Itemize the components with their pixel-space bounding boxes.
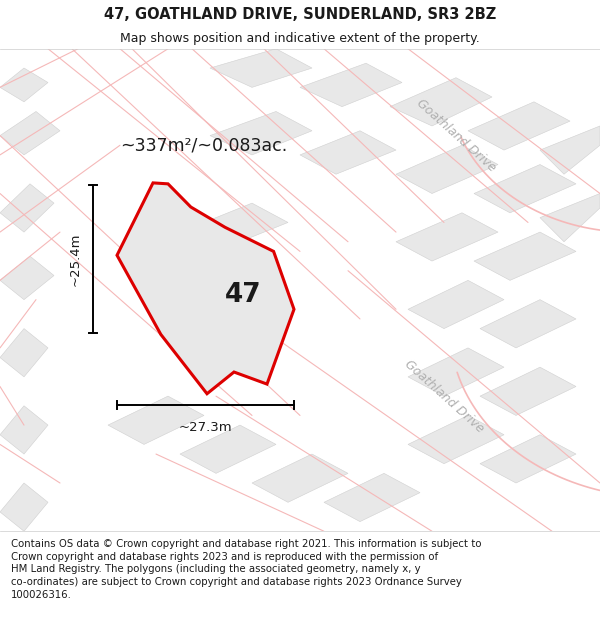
Polygon shape [408,281,504,329]
Polygon shape [0,111,60,155]
Polygon shape [117,183,294,394]
Polygon shape [300,131,396,174]
Polygon shape [480,299,576,348]
Polygon shape [396,213,498,261]
Polygon shape [210,49,312,88]
Polygon shape [0,406,48,454]
Text: Goathland Drive: Goathland Drive [414,97,498,174]
Polygon shape [0,483,48,531]
Polygon shape [180,271,288,319]
Polygon shape [0,184,54,232]
Polygon shape [408,348,504,396]
Text: Contains OS data © Crown copyright and database right 2021. This information is : Contains OS data © Crown copyright and d… [11,539,481,600]
Polygon shape [474,164,576,212]
Text: ~337m²/~0.083ac.: ~337m²/~0.083ac. [121,136,287,154]
Polygon shape [0,68,48,102]
Polygon shape [252,454,348,503]
Polygon shape [474,232,576,281]
Polygon shape [468,102,570,150]
Polygon shape [0,329,48,377]
Polygon shape [180,203,288,251]
Polygon shape [180,425,276,473]
Text: ~27.3m: ~27.3m [179,421,232,434]
Polygon shape [540,194,600,242]
Polygon shape [408,416,504,464]
Polygon shape [480,435,576,483]
Polygon shape [108,396,204,444]
Text: ~25.4m: ~25.4m [68,232,82,286]
Text: Map shows position and indicative extent of the property.: Map shows position and indicative extent… [120,31,480,44]
Text: 47, GOATHLAND DRIVE, SUNDERLAND, SR3 2BZ: 47, GOATHLAND DRIVE, SUNDERLAND, SR3 2BZ [104,7,496,22]
Polygon shape [480,368,576,416]
Polygon shape [210,111,312,155]
Polygon shape [390,78,492,126]
Polygon shape [324,473,420,522]
Polygon shape [540,126,600,174]
Text: 47: 47 [224,282,262,308]
Polygon shape [0,256,54,299]
Text: Goathland Drive: Goathland Drive [402,357,486,435]
Polygon shape [300,63,402,107]
Polygon shape [396,145,498,194]
